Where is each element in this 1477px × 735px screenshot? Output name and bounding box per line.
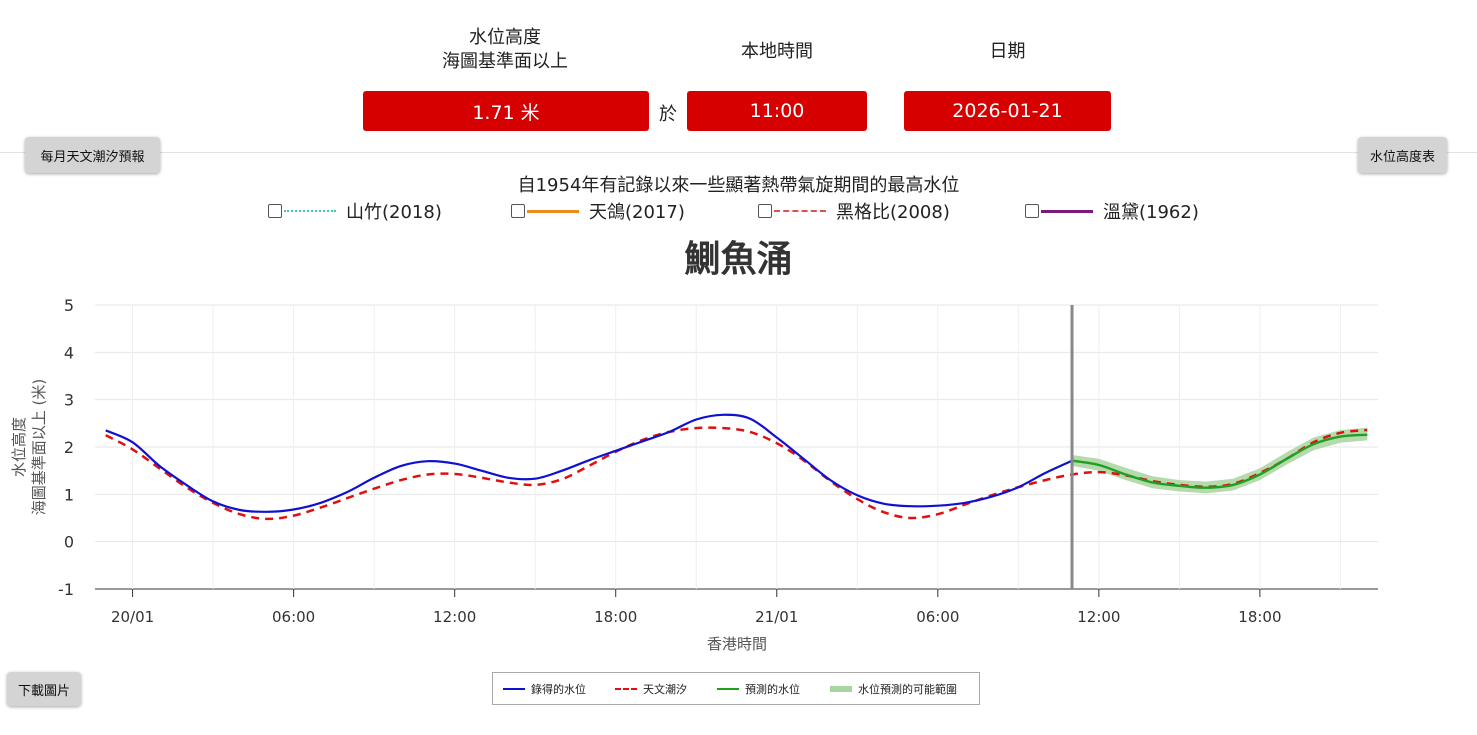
- download-image-button[interactable]: 下載圖片: [7, 672, 81, 706]
- forecast-range-layer: [1072, 427, 1368, 494]
- y-tick-label: 4: [64, 343, 74, 362]
- header-divider: [0, 152, 1477, 153]
- forecast-series-line: [1071, 433, 1368, 489]
- monthly-tide-button[interactable]: 每月天文潮汐預報: [25, 137, 160, 173]
- level-heading-line1: 水位高度: [469, 27, 541, 48]
- time-value-box: 11:00: [687, 91, 867, 131]
- historical-label: 黑格比(2008): [836, 202, 950, 223]
- grid: [95, 304, 1378, 590]
- legend-item-tide[interactable]: 天文潮汐: [615, 673, 687, 704]
- x-tick-label: 12:00: [433, 608, 476, 626]
- historical-item-hato[interactable]: 天鴿(2017): [511, 199, 685, 223]
- tide-series-line: [105, 426, 1368, 521]
- chart-title: 鰂魚涌: [684, 239, 793, 280]
- legend-item-forecast[interactable]: 預測的水位: [717, 673, 800, 704]
- historical-item-wanda[interactable]: 溫黛(1962): [1025, 199, 1199, 223]
- legend-swatch: [615, 687, 637, 690]
- line-swatch: [1041, 209, 1093, 213]
- at-label: 於: [659, 104, 677, 125]
- line-swatch: [284, 210, 336, 212]
- legend-label: 預測的水位: [745, 682, 800, 696]
- historical-label: 天鴿(2017): [589, 202, 685, 223]
- y-tick-label: 3: [64, 391, 74, 410]
- forecast-range-band: [1072, 427, 1368, 494]
- level-heading-line2: 海圖基準面以上: [442, 51, 568, 72]
- checkbox[interactable]: [758, 204, 772, 218]
- series-lines: [105, 305, 1368, 589]
- historical-label: 山竹(2018): [346, 202, 442, 223]
- historical-title: 自1954年有記錄以來一些顯著熱帶氣旋期間的最高水位: [517, 175, 960, 196]
- y-tick-label: 0: [64, 533, 74, 552]
- legend-swatch: [503, 687, 525, 690]
- y-tick-label: -1: [58, 580, 74, 599]
- legend-item-recorded[interactable]: 錄得的水位: [503, 673, 586, 704]
- y-tick-label: 1: [64, 485, 74, 504]
- line-swatch: [774, 210, 826, 212]
- legend-item-range[interactable]: 水位預測的可能範圍: [830, 673, 957, 704]
- y-tick-label: 2: [64, 438, 74, 457]
- x-tick-label: 06:00: [916, 608, 959, 626]
- x-tick-label: 18:00: [1238, 608, 1281, 626]
- checkbox[interactable]: [268, 204, 282, 218]
- checkbox[interactable]: [511, 204, 525, 218]
- y-tick-label: 5: [64, 296, 74, 315]
- x-tick-label: 20/01: [111, 608, 154, 626]
- y-axis-label-line1: 水位高度: [10, 417, 28, 477]
- checkbox[interactable]: [1025, 204, 1039, 218]
- legend-swatch: [830, 685, 852, 692]
- recorded-series-line: [105, 413, 1073, 513]
- level-heading: 水位高度 海圖基準面以上: [400, 26, 610, 74]
- time-heading: 本地時間: [741, 41, 813, 62]
- y-axis-label-line2: 海圖基準面以上 (米): [30, 379, 48, 515]
- level-value-box: 1.71 米: [363, 91, 649, 131]
- chart-legend: 錄得的水位 天文潮汐 預測的水位 水位預測的可能範圍: [492, 672, 980, 705]
- legend-label: 錄得的水位: [531, 682, 586, 696]
- x-tick-label: 06:00: [272, 608, 315, 626]
- date-value-box: 2026-01-21: [904, 91, 1111, 131]
- axes: -1 0 1 2 3 4 5 20/01 06:00 12:00 18:00 21/01 06:00 12…: [58, 296, 1281, 626]
- legend-label: 天文潮汐: [643, 682, 687, 696]
- x-axis-label: 香港時間: [707, 635, 767, 653]
- legend-label: 水位預測的可能範圍: [858, 682, 957, 696]
- historical-item-hagupit[interactable]: 黑格比(2008): [758, 199, 950, 223]
- legend-swatch: [717, 687, 739, 690]
- x-tick-label: 12:00: [1077, 608, 1120, 626]
- historical-label: 溫黛(1962): [1103, 202, 1199, 223]
- x-tick-label: 18:00: [594, 608, 637, 626]
- date-heading: 日期: [989, 41, 1026, 62]
- level-table-button[interactable]: 水位高度表: [1358, 137, 1447, 173]
- x-tick-label: 21/01: [755, 608, 798, 626]
- historical-item-mangkhut[interactable]: 山竹(2018): [268, 199, 442, 223]
- line-swatch: [527, 209, 579, 213]
